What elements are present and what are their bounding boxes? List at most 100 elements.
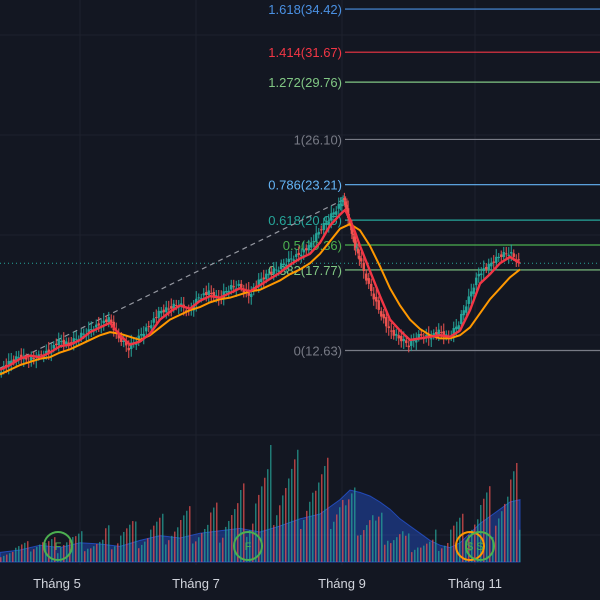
candle-body [145,327,148,332]
volume-bar [369,520,371,562]
candle-body [7,360,10,367]
candle-body [105,319,108,323]
candle-body [107,317,110,323]
candle-body [277,270,280,272]
volume-bar [27,541,29,562]
candle-body [480,273,483,276]
volume-bar [474,524,476,562]
volume-bar [21,544,23,562]
fib-label-1.414: 1.414(31.67) [268,45,342,60]
volume-bar [282,495,284,562]
volume-bar [108,525,110,562]
candle-body [437,329,440,335]
candle-body [353,236,356,243]
x-axis: Tháng 5 Tháng 7 Tháng 9 Tháng 11 [0,565,600,600]
volume-bar [264,477,266,562]
volume-bar [306,510,308,562]
volume-bar [42,542,44,562]
volume-bar [246,536,248,562]
candle-body [467,296,470,304]
volume-bar [444,545,446,562]
volume-bar [174,531,176,562]
candle-body [45,350,48,354]
candle-body [354,240,357,248]
volume-bar [411,552,413,562]
fib-label-1.618: 1.618(34.42) [268,2,342,17]
candle-body [12,359,15,362]
candle-body [222,291,225,298]
volume-bar [441,548,443,562]
volume-bar [177,527,179,562]
candle-body [382,314,385,319]
candle-body [157,310,160,318]
volume-bar [393,540,395,562]
event-marker-label: $ [467,541,473,553]
candle-body [415,340,418,343]
candle-body [442,331,445,337]
candle-body [340,204,344,207]
volume-bar [309,501,311,562]
volume-bar [48,541,50,562]
x-tick-label: Tháng 5 [33,576,81,591]
volume-bar [78,533,80,562]
candle-body [292,259,295,262]
volume-bar [330,529,332,562]
candle-body [305,248,308,251]
candle-body [32,357,35,359]
volume-bar [504,503,506,562]
volume-bar [462,513,464,562]
candle-body [125,341,128,346]
volume-bar [267,469,269,562]
event-marker-label: F [245,541,252,553]
volume-bar [327,457,329,562]
candle-body [452,328,455,336]
volume-bar [270,445,272,562]
candle-body [392,330,395,336]
event-markers: F F $ S [43,531,495,561]
volume-bar [189,506,191,562]
x-tick-label: Tháng 7 [172,576,220,591]
volume-bar [147,538,149,562]
volume-bar [471,529,473,562]
candle-body [52,344,55,349]
volume-bar [201,533,203,562]
event-marker-$ [455,531,485,561]
candle-body [75,338,78,340]
candle-body [495,256,498,263]
volume-bar [375,520,377,562]
candle-body [282,263,285,265]
volume-bar [0,557,2,562]
candle-body [290,258,293,260]
candle-body [280,263,283,270]
candle-body [210,292,213,294]
volume-bar [273,525,275,562]
volume-bar [159,517,161,562]
volume-bar [360,535,362,562]
candle-body [517,259,520,261]
candle-body [455,326,458,330]
candle-body [225,291,228,293]
candle-body [110,319,113,324]
candle-body [385,317,388,327]
volume-bar [423,545,425,562]
volume-bar [126,528,128,562]
candle-body [147,326,150,328]
volume-bar [186,510,188,562]
volume-bar [399,534,401,562]
candle-body [341,199,345,203]
candle-body [200,297,203,299]
candle-body [320,229,323,231]
fib-label-0: 0(12.63) [294,343,342,358]
volume-bar [90,548,92,562]
candle-body [142,333,145,337]
candle-body [232,286,235,288]
volume-bar [324,466,326,562]
candle-body [10,360,13,364]
candle-body [344,201,347,208]
volume-bar [459,517,461,562]
volume-bar [183,515,185,562]
volume-bar [426,543,428,562]
volume-bar [153,525,155,562]
